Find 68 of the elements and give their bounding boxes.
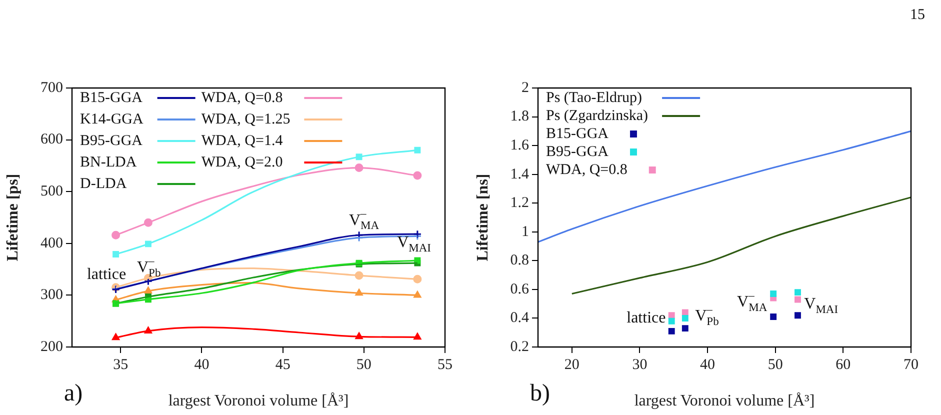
y-tick-label: 400 bbox=[40, 235, 63, 252]
x-tick-label: 40 bbox=[700, 356, 716, 373]
y-tick-label: 1.8 bbox=[510, 108, 529, 125]
legend-label: WDA, Q=0.8 bbox=[201, 90, 283, 106]
y-tick-label: 1 bbox=[522, 224, 529, 240]
y-tick-label: 700 bbox=[40, 80, 63, 96]
legend-label: B95-GGA bbox=[546, 144, 609, 160]
point bbox=[414, 146, 421, 154]
x-tick-label: 50 bbox=[768, 356, 783, 373]
x-tick-label: 20 bbox=[564, 356, 580, 373]
point bbox=[794, 296, 801, 303]
text: 15 bbox=[910, 6, 925, 23]
legend-label: WDA, Q=0.8 bbox=[546, 162, 628, 178]
legend-label: WDA, Q=1.4 bbox=[201, 132, 284, 149]
x-axis-title: largest Voronoi volume [Å³] bbox=[168, 392, 349, 410]
x-tick-label: 40 bbox=[194, 356, 210, 373]
point bbox=[682, 325, 688, 332]
x-tick-label: 35 bbox=[113, 356, 128, 373]
legend-label: Ps (Tao-Eldrup) bbox=[546, 90, 642, 106]
legend-label: WDA, Q=1.25 bbox=[201, 111, 290, 128]
x-tick-label: 60 bbox=[836, 356, 851, 373]
point bbox=[682, 309, 688, 316]
y-tick-label: 1.4 bbox=[510, 166, 530, 182]
line-series bbox=[538, 130, 911, 243]
y-tick-label: 0.8 bbox=[510, 252, 529, 269]
legend-label: BN-LDA bbox=[80, 154, 137, 170]
point bbox=[668, 312, 675, 319]
x-tick-label: 50 bbox=[356, 356, 372, 373]
point bbox=[794, 289, 801, 296]
legend-label: D-LDA bbox=[80, 176, 127, 192]
annotation: lattice bbox=[86, 266, 126, 284]
point bbox=[112, 251, 120, 258]
x-tick-label: 70 bbox=[904, 356, 918, 373]
legend-label: B15-GGA bbox=[546, 126, 609, 142]
annotation: lattice bbox=[626, 310, 666, 327]
legend-label: B15-GGA bbox=[80, 90, 143, 106]
y-tick-label: 300 bbox=[40, 287, 63, 304]
legend-label: B95-GGA bbox=[80, 132, 143, 149]
point bbox=[668, 328, 675, 334]
y-tick-label: 600 bbox=[40, 132, 63, 148]
y-axis-title: Lifetime [ns] bbox=[474, 174, 492, 262]
y-tick-label: 0.6 bbox=[510, 281, 530, 298]
line-series bbox=[571, 196, 911, 295]
x-tick-label: 30 bbox=[632, 356, 648, 373]
legend-label: K14-GGA bbox=[80, 111, 144, 128]
point bbox=[112, 230, 120, 240]
y-tick-label: 200 bbox=[40, 338, 63, 355]
x-tick-label: 45 bbox=[275, 356, 290, 373]
point bbox=[770, 314, 777, 320]
point bbox=[414, 332, 422, 340]
point bbox=[682, 315, 688, 322]
y-tick-label: 2 bbox=[522, 80, 529, 96]
point bbox=[770, 290, 777, 297]
y-tick-label: 1.6 bbox=[510, 137, 530, 154]
point bbox=[794, 312, 801, 319]
y-tick-label: 0.2 bbox=[510, 338, 529, 355]
y-tick-label: 500 bbox=[40, 184, 63, 200]
text: a) bbox=[64, 380, 83, 406]
point bbox=[668, 318, 675, 324]
point bbox=[112, 333, 120, 340]
x-axis-title: largest Voronoi volume [Å³] bbox=[634, 392, 815, 410]
y-tick-label: 0.4 bbox=[510, 310, 530, 326]
y-tick-label: 1.2 bbox=[510, 195, 529, 212]
x-tick-label: 55 bbox=[438, 356, 452, 373]
legend-label: WDA, Q=2.0 bbox=[201, 154, 283, 170]
legend-label: Ps (Zgardzinska) bbox=[546, 108, 648, 124]
y-axis-title: Lifetime [ps] bbox=[4, 174, 22, 262]
text: b) bbox=[530, 380, 550, 406]
